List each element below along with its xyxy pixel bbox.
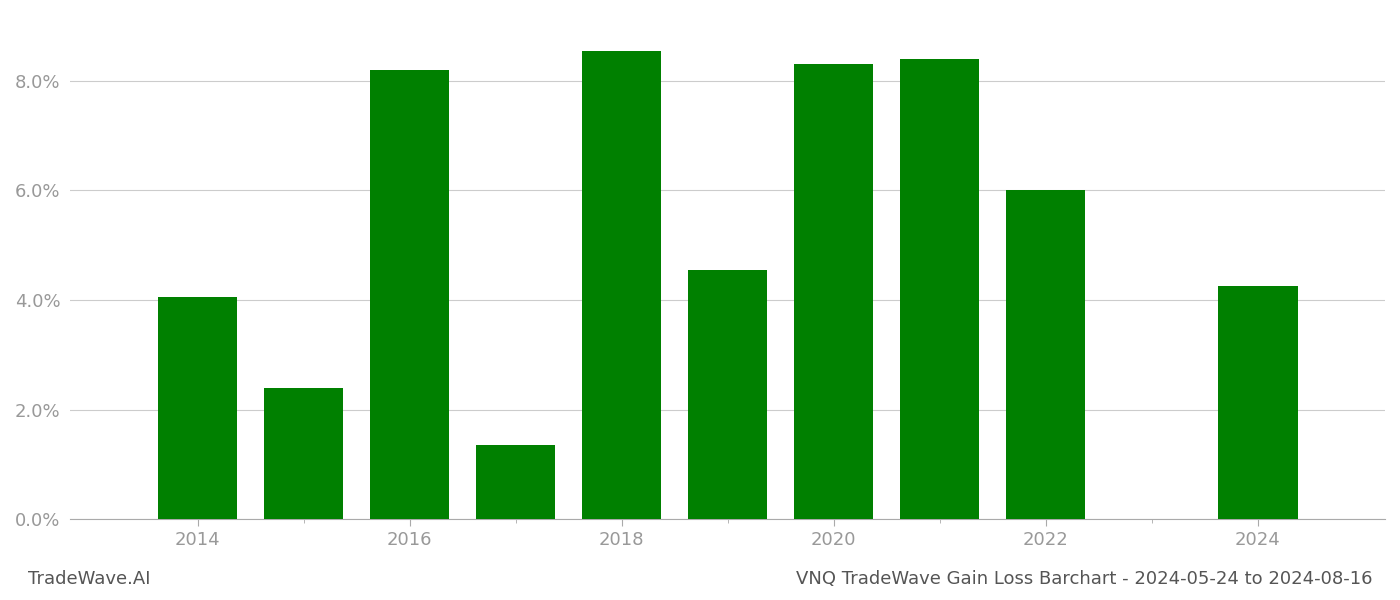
Bar: [476, 445, 556, 519]
Text: TradeWave.AI: TradeWave.AI: [28, 570, 151, 588]
Bar: [1218, 286, 1298, 519]
Bar: [900, 59, 980, 519]
Bar: [687, 270, 767, 519]
Bar: [370, 70, 449, 519]
Bar: [794, 64, 874, 519]
Bar: [263, 388, 343, 519]
Bar: [158, 297, 238, 519]
Bar: [1007, 190, 1085, 519]
Bar: [582, 50, 661, 519]
Text: VNQ TradeWave Gain Loss Barchart - 2024-05-24 to 2024-08-16: VNQ TradeWave Gain Loss Barchart - 2024-…: [795, 570, 1372, 588]
